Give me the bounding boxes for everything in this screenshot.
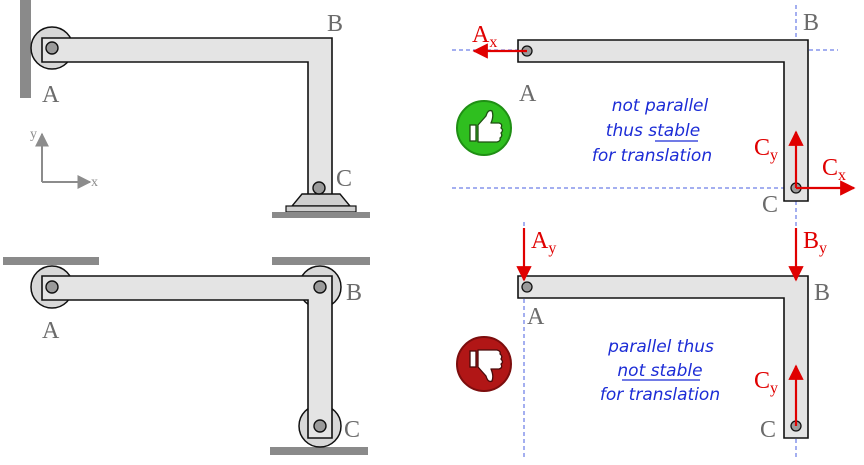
ground-b <box>272 257 370 265</box>
force-label-cy: Cy <box>754 135 778 164</box>
label-c: C <box>336 166 352 192</box>
label-c: C <box>762 192 778 218</box>
force-label-cx: Cx <box>822 155 846 184</box>
label-c: C <box>760 417 776 443</box>
panel-bottom-left: A B C <box>3 257 370 455</box>
label-a: A <box>42 82 60 108</box>
pin-a <box>521 281 533 293</box>
force-label-by: By <box>803 228 827 257</box>
panel-bottom-right: A B C Ay By Cy parallel thus not stable … <box>456 222 830 458</box>
y-axis-label: y <box>30 127 37 142</box>
x-axis-label: x <box>91 175 98 190</box>
note-line-1: parallel thus <box>607 337 714 357</box>
force-label-ax: Ax <box>472 22 497 51</box>
note-line-2: not stable <box>617 361 702 381</box>
pin-a <box>45 280 59 294</box>
note-line-1: not parallel <box>612 96 709 116</box>
l-shaped-bar <box>41 37 333 206</box>
label-a: A <box>527 304 545 330</box>
pin-support-c <box>272 193 370 218</box>
pin-b <box>313 280 327 294</box>
instability-note: parallel thus not stable for translation <box>600 337 720 405</box>
panel-top-right: A B C Ax Cy Cx not parallel thus stable … <box>452 5 856 222</box>
wall-support <box>20 0 31 98</box>
l-shaped-bar <box>41 275 333 439</box>
label-b: B <box>814 280 830 306</box>
label-a: A <box>42 318 60 344</box>
label-b: B <box>327 11 343 37</box>
thumbs-down-icon <box>456 336 512 392</box>
panel-top-left: A B C y x <box>20 0 370 218</box>
coordinate-axes: y x <box>30 127 98 190</box>
label-b: B <box>803 10 819 36</box>
label-a: A <box>519 81 537 107</box>
l-shaped-bar <box>517 39 809 202</box>
label-c: C <box>344 417 360 443</box>
thumbs-up-icon <box>456 100 512 156</box>
note-line-2: thus stable <box>606 121 700 141</box>
force-label-cy: Cy <box>754 368 778 397</box>
label-b: B <box>346 280 362 306</box>
stability-note: not parallel thus stable for translation <box>592 96 712 166</box>
l-shaped-bar <box>517 275 809 439</box>
pin-c <box>313 419 327 433</box>
note-line-3: for translation <box>592 146 712 166</box>
note-line-3: for translation <box>600 385 720 405</box>
pin-a <box>45 41 59 55</box>
pin-c <box>312 181 326 195</box>
ground-c <box>270 447 368 455</box>
ground-a <box>3 257 99 265</box>
force-label-ay: Ay <box>531 228 556 257</box>
